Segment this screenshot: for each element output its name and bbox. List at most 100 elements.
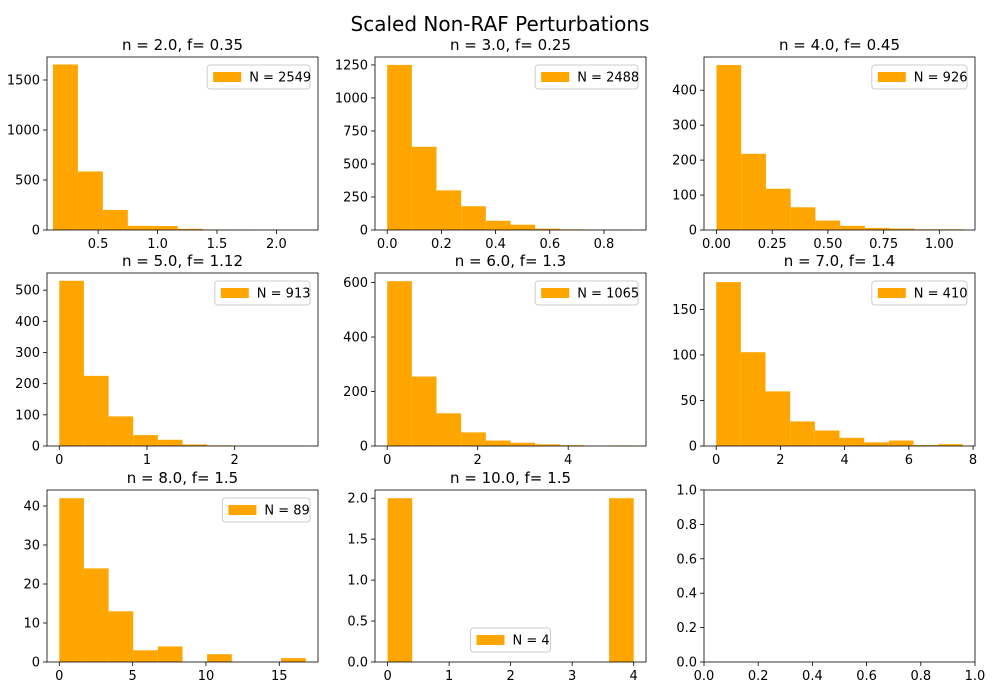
legend-label: N = 926 xyxy=(914,71,968,86)
y-tick-label: 200 xyxy=(343,385,368,400)
legend-label: N = 410 xyxy=(914,287,968,302)
x-tick-label: 8 xyxy=(969,453,977,468)
y-tick-label: 0 xyxy=(32,440,40,455)
y-tick-label: 50 xyxy=(680,394,697,409)
axes-frame xyxy=(703,272,976,447)
histogram-bar xyxy=(133,435,158,446)
subplot-6: 0 2 4 6 8 0 50 100 150 n = 7.0, f= 1.4 N = 410 xyxy=(672,252,977,468)
subplot-5: 0 2 4 0 200 400 600 n = 6.0, f= 1.3 N = 1065 xyxy=(343,252,647,468)
histogram-bar xyxy=(83,375,109,446)
histogram-bar xyxy=(864,227,890,230)
x-tick-label: 2.0 xyxy=(266,237,287,252)
histogram-bar xyxy=(535,228,560,230)
histogram-bar xyxy=(716,282,741,446)
axes-frame xyxy=(374,272,647,447)
histogram-bar xyxy=(510,442,536,446)
x-tick-label: 0.00 xyxy=(702,237,731,252)
y-tick-label: 400 xyxy=(343,331,368,346)
y-tick-label: 1250 xyxy=(335,58,368,73)
y-tick-label: 400 xyxy=(15,315,40,330)
y-tick-label: 1.5 xyxy=(347,533,368,548)
x-tick-label: 0.8 xyxy=(594,237,615,252)
histogram-bar xyxy=(387,64,412,230)
x-tick-label: 1 xyxy=(445,669,453,684)
histogram-bar xyxy=(177,228,203,230)
x-tick-label: 10 xyxy=(198,669,215,684)
subplot-4: 0 1 2 0 100 200 300 400 500 n = 5.0, f= 1.12 N = 9… xyxy=(15,252,319,468)
y-tick-label: 0 xyxy=(32,656,40,671)
histogram-bar xyxy=(59,498,84,662)
x-tick-label: 2 xyxy=(507,669,515,684)
y-tick-label: 1500 xyxy=(7,74,40,89)
legend-box xyxy=(214,280,311,306)
x-tick-label: 0.6 xyxy=(856,669,877,684)
legend-label: N = 2549 xyxy=(249,71,311,86)
y-tick-label: 100 xyxy=(15,408,40,423)
legend-box xyxy=(221,497,311,523)
histogram-bar xyxy=(157,646,183,662)
y-tick-label: 10 xyxy=(23,616,40,631)
y-tick-label: 1000 xyxy=(7,124,40,139)
y-tick-label: 0 xyxy=(360,440,368,455)
histogram-bar xyxy=(133,650,158,662)
x-tick-label: 15 xyxy=(271,669,288,684)
subplot-title: n = 4.0, f= 0.45 xyxy=(779,36,900,54)
legend-swatch xyxy=(541,288,570,298)
histogram-bar xyxy=(839,437,865,446)
histogram-bar xyxy=(461,432,486,446)
y-tick-label: 1.0 xyxy=(347,574,368,589)
histogram-bar xyxy=(157,439,183,446)
y-tick-label: 1.0 xyxy=(676,484,697,499)
y-tick-label: 0 xyxy=(360,224,368,239)
histogram-bar xyxy=(108,611,134,662)
histogram-bar xyxy=(485,440,511,446)
histogram-bar xyxy=(765,391,791,446)
subplot-8: 0 1 2 3 4 0.0 0.5 1.0 1.5 2.0 n = 10.0, f= 1.5 N = … xyxy=(347,469,647,684)
x-tick-label: 4 xyxy=(630,669,638,684)
x-tick-label: 2 xyxy=(474,453,482,468)
histogram-bar xyxy=(716,65,742,230)
y-tick-label: 100 xyxy=(672,348,697,363)
legend-label: N = 1065 xyxy=(577,287,639,302)
legend-label: N = 89 xyxy=(264,504,309,519)
histogram-bar xyxy=(609,498,634,662)
subplot-title: n = 3.0, f= 0.25 xyxy=(450,36,571,54)
x-tick-label: 5 xyxy=(129,669,137,684)
axes-frame xyxy=(46,56,319,231)
y-tick-label: 0.5 xyxy=(347,615,368,630)
x-tick-label: 0.2 xyxy=(431,237,452,252)
histogram-bar xyxy=(559,445,585,446)
legend-label: N = 4 xyxy=(513,634,550,649)
x-tick-label: 0 xyxy=(55,453,63,468)
histogram-bar xyxy=(938,444,963,446)
y-tick-label: 1000 xyxy=(335,91,368,106)
x-tick-label: 2 xyxy=(231,453,239,468)
x-tick-label: 0.75 xyxy=(869,237,898,252)
histogram-bar xyxy=(387,498,413,662)
legend-swatch xyxy=(541,72,570,82)
histogram-bar xyxy=(888,440,914,446)
subplot-9: 0.0 0.2 0.4 0.6 0.8 1.0 0.0 0.2 0.4 0.6 0.8 1.0 xyxy=(676,484,985,685)
y-tick-label: 0.0 xyxy=(676,656,697,671)
histogram-bar xyxy=(510,224,536,230)
histogram-bar xyxy=(864,442,889,446)
histogram-bar xyxy=(889,228,915,230)
y-tick-label: 400 xyxy=(672,84,697,99)
legend-box xyxy=(871,64,968,90)
x-tick-label: 1.5 xyxy=(207,237,228,252)
y-tick-label: 30 xyxy=(23,538,40,553)
y-tick-label: 40 xyxy=(23,499,40,514)
legend-box xyxy=(534,64,639,90)
x-tick-label: 1 xyxy=(143,453,151,468)
y-tick-label: 2.0 xyxy=(347,492,368,507)
y-tick-label: 0.6 xyxy=(676,552,697,567)
histogram-bar xyxy=(741,153,766,230)
axes-frame xyxy=(46,272,319,447)
histogram-bar xyxy=(127,225,153,230)
x-tick-label: 6 xyxy=(905,453,913,468)
legend-swatch xyxy=(877,72,906,82)
figure-title: Scaled Non-RAF Perturbations xyxy=(351,12,650,36)
axes-frame xyxy=(703,489,976,663)
y-tick-label: 500 xyxy=(15,284,40,299)
legend-swatch xyxy=(228,505,257,515)
